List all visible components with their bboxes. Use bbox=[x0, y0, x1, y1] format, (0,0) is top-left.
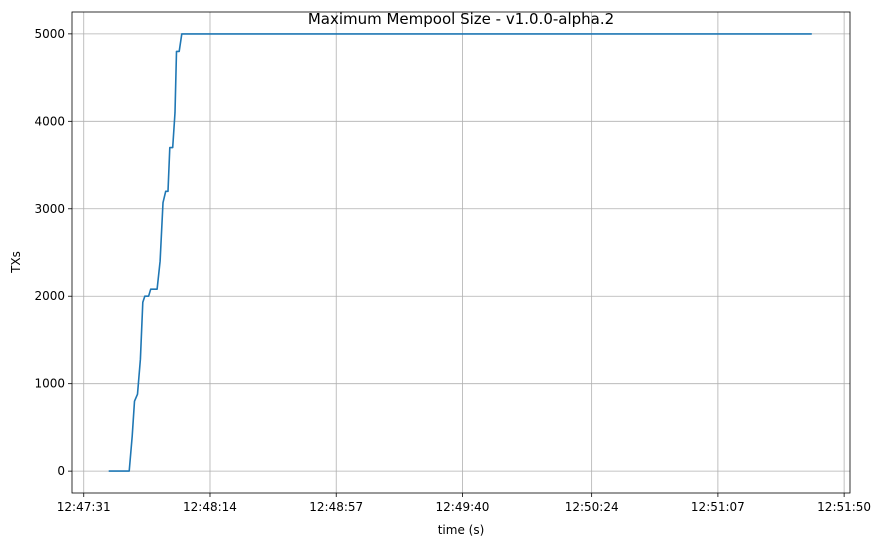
y-axis-ticks: 0 1000 2000 3000 4000 5000 bbox=[34, 27, 72, 478]
y-tick-label: 1000 bbox=[34, 377, 65, 391]
x-axis-ticks: 12:47:31 12:48:14 12:48:57 12:49:40 12:50:24… bbox=[57, 493, 871, 514]
plot-frame bbox=[71, 11, 851, 494]
x-tick-label: 12:50:24 bbox=[565, 500, 619, 514]
grid-lines bbox=[72, 12, 850, 493]
x-tick-label: 12:48:57 bbox=[309, 500, 363, 514]
data-points bbox=[108, 33, 812, 472]
y-tick-label: 5000 bbox=[34, 27, 65, 41]
chart-title: Maximum Mempool Size - v1.0.0-alpha.2 bbox=[308, 10, 614, 28]
x-tick-label: 12:51:07 bbox=[691, 500, 745, 514]
y-tick-label: 3000 bbox=[34, 202, 65, 216]
x-tick-label: 12:47:31 bbox=[57, 500, 111, 514]
x-tick-label: 12:49:40 bbox=[436, 500, 490, 514]
y-axis-label: TXs bbox=[9, 251, 23, 274]
y-tick-label: 0 bbox=[57, 464, 65, 478]
x-tick-label: 12:48:14 bbox=[183, 500, 237, 514]
x-tick-label: 12:51:50 bbox=[817, 500, 871, 514]
y-tick-label: 4000 bbox=[34, 114, 65, 128]
y-tick-label: 2000 bbox=[34, 289, 65, 303]
series-line bbox=[108, 33, 812, 472]
x-axis-label: time (s) bbox=[438, 523, 485, 537]
